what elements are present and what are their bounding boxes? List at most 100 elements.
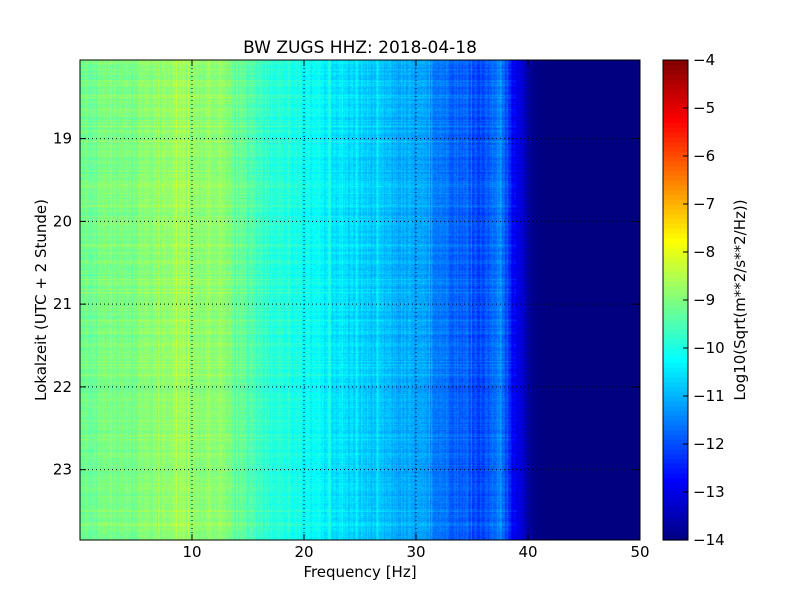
colorbar-segment [663, 69, 688, 75]
colorbar-segment [663, 208, 688, 215]
colorbar-segment [663, 309, 688, 315]
colorbar-segment [663, 84, 688, 90]
colorbar-segment [663, 141, 688, 147]
colorbar-segment [663, 261, 688, 267]
colorbar-segment [663, 420, 688, 426]
colorbar-segment [663, 535, 688, 541]
colorbar-segment [663, 151, 688, 157]
x-tick-label: 20 [294, 543, 313, 561]
colorbar-segment [663, 117, 688, 123]
colorbar-segment [663, 64, 688, 71]
colorbar-segment [663, 199, 688, 205]
colorbar-tick-label: −4 [693, 51, 715, 69]
y-tick-label: 23 [53, 461, 72, 479]
colorbar-tick-label: −14 [693, 531, 725, 549]
colorbar-segment [663, 501, 688, 507]
colorbar-segment [663, 520, 688, 527]
colorbar-segment [663, 439, 688, 445]
colorbar-segment [663, 285, 688, 291]
colorbar-tick-label: −5 [693, 99, 715, 117]
colorbar-tick-label: −11 [693, 387, 725, 405]
plot-area [79, 59, 641, 541]
colorbar-segment [663, 415, 688, 421]
colorbar-segment [663, 458, 688, 464]
colorbar-segment [663, 276, 688, 282]
colorbar-segment [663, 194, 688, 200]
colorbar-segment [663, 410, 688, 416]
colorbar-tick-label: −9 [693, 291, 715, 309]
colorbar-segment [663, 189, 688, 195]
colorbar-segment [663, 319, 688, 325]
colorbar: −4 −5 −6 −7 −8 −9 −10 −11 −12 −13 −14 [662, 51, 725, 549]
colorbar-segment [663, 516, 688, 522]
y-tick-label: 21 [53, 295, 72, 313]
colorbar-segment [663, 175, 688, 181]
colorbar-segment [663, 396, 688, 402]
colorbar-tick-label: −6 [693, 147, 715, 165]
colorbar-segment [663, 60, 688, 66]
colorbar-segment [663, 223, 688, 229]
chart-title: BW ZUGS HHZ: 2018-04-18 [243, 38, 477, 58]
y-tick-label: 22 [53, 378, 72, 396]
colorbar-segment [663, 98, 688, 104]
colorbar-segment [663, 280, 688, 287]
colorbar-segment [663, 496, 688, 503]
colorbar-segment [663, 180, 688, 186]
y-axis: 19 20 21 22 23 [53, 130, 640, 479]
colorbar-segment [663, 348, 688, 354]
colorbar-segment [663, 381, 688, 387]
colorbar-tick-label: −12 [693, 435, 725, 453]
colorbar-segment [663, 228, 688, 234]
colorbar-segment [663, 511, 688, 517]
colorbar-segment [663, 314, 688, 320]
colorbar-segment [663, 530, 688, 536]
colorbar-segment [663, 400, 688, 407]
colorbar-segment [663, 477, 688, 483]
colorbar-tick-label: −8 [693, 243, 715, 261]
colorbar-segment [663, 482, 688, 488]
colorbar-segment [663, 271, 688, 277]
colorbar-segment [663, 463, 688, 469]
colorbar-segment [663, 328, 688, 335]
colorbar-segment [663, 333, 688, 339]
colorbar-tick-label: −13 [693, 483, 725, 501]
x-axis-label: Frequency [Hz] [303, 563, 416, 581]
y-axis-label: Lokalzeit (UTC + 2 Stunde) [32, 199, 50, 401]
x-axis: 10 20 30 40 50 [182, 60, 650, 561]
colorbar-segment [663, 112, 688, 119]
colorbar-segment [663, 79, 688, 85]
colorbar-segment [663, 453, 688, 459]
colorbar-segment [663, 232, 688, 239]
colorbar-segment [663, 170, 688, 176]
colorbar-tick-label: −10 [693, 339, 725, 357]
colorbar-segment [663, 165, 688, 171]
colorbar-segment [663, 343, 688, 349]
colorbar-segment [663, 391, 688, 397]
colorbar-segment [663, 448, 688, 455]
colorbar-segment [663, 372, 688, 378]
colorbar-segment [663, 362, 688, 368]
colorbar-segment [663, 424, 688, 431]
colorbar-segment [663, 74, 688, 80]
grid-lines [80, 60, 640, 540]
colorbar-segment [663, 300, 688, 306]
colorbar-segment [663, 160, 688, 167]
colorbar-segment [663, 127, 688, 133]
x-tick-label: 10 [182, 543, 201, 561]
colorbar-segment [663, 218, 688, 224]
colorbar-segment [663, 487, 688, 493]
x-tick-label: 30 [406, 543, 425, 561]
colorbar-label: Log10(Sqrt(m**2/s**2/Hz)) [731, 199, 749, 400]
spectrogram-image [80, 60, 640, 540]
colorbar-segment [663, 472, 688, 479]
colorbar-segment [663, 295, 688, 301]
y-tick-label: 20 [53, 212, 72, 230]
colorbar-segment [663, 252, 688, 258]
colorbar-segment [663, 213, 688, 219]
x-tick-label: 50 [630, 543, 649, 561]
plot-frame [79, 59, 641, 541]
colorbar-segment [663, 444, 688, 450]
colorbar-segment [663, 357, 688, 363]
